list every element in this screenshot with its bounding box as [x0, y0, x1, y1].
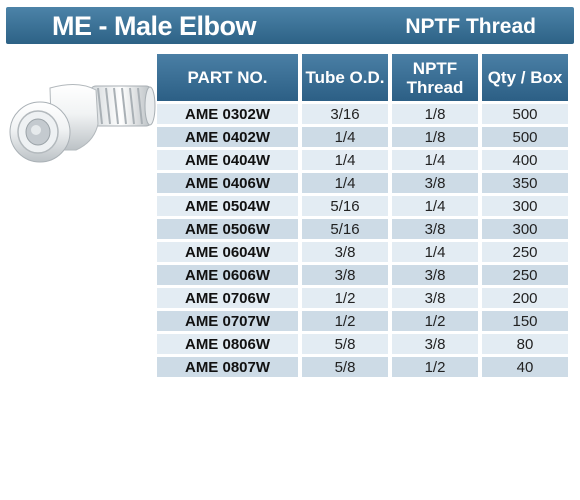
tube-od-cell: 1/2	[302, 288, 388, 308]
thread-cell: 3/8	[392, 219, 478, 239]
qty-cell: 250	[482, 265, 568, 285]
thread-cell: 1/4	[392, 150, 478, 170]
thread-cell: 3/8	[392, 334, 478, 354]
qty-cell: 400	[482, 150, 568, 170]
table-row: AME 0302W 3/16 1/8 500	[157, 104, 568, 124]
table-row: AME 0807W 5/8 1/2 40	[157, 357, 568, 377]
table-row: AME 0706W 1/2 3/8 200	[157, 288, 568, 308]
tube-od-cell: 5/8	[302, 357, 388, 377]
table-row: AME 0404W 1/4 1/4 400	[157, 150, 568, 170]
table-header-row: PART NO. Tube O.D. NPTF Thread Qty / Box	[157, 54, 568, 101]
qty-cell: 200	[482, 288, 568, 308]
header-part-no: PART NO.	[157, 54, 298, 101]
thread-cell: 3/8	[392, 288, 478, 308]
thread-cell: 3/8	[392, 265, 478, 285]
page-title: ME - Male Elbow	[52, 11, 257, 41]
thread-cell: 1/8	[392, 104, 478, 124]
tube-od-cell: 3/16	[302, 104, 388, 124]
tube-od-cell: 3/8	[302, 265, 388, 285]
part-no-cell: AME 0706W	[157, 288, 298, 308]
tube-od-cell: 5/16	[302, 219, 388, 239]
part-no-cell: AME 0806W	[157, 334, 298, 354]
part-no-cell: AME 0506W	[157, 219, 298, 239]
part-no-cell: AME 0604W	[157, 242, 298, 262]
table-row: AME 0406W 1/4 3/8 350	[157, 173, 568, 193]
table-row: AME 0806W 5/8 3/8 80	[157, 334, 568, 354]
table-row: AME 0402W 1/4 1/8 500	[157, 127, 568, 147]
male-elbow-fitting-image	[6, 76, 156, 176]
tube-od-cell: 1/4	[302, 150, 388, 170]
part-no-cell: AME 0807W	[157, 357, 298, 377]
tube-od-cell: 5/8	[302, 334, 388, 354]
qty-cell: 40	[482, 357, 568, 377]
header-nptf-thread: NPTF Thread	[392, 54, 478, 101]
table-row: AME 0707W 1/2 1/2 150	[157, 311, 568, 331]
part-no-cell: AME 0504W	[157, 196, 298, 216]
qty-cell: 250	[482, 242, 568, 262]
qty-cell: 300	[482, 196, 568, 216]
parts-table: PART NO. Tube O.D. NPTF Thread Qty / Box…	[153, 51, 572, 380]
part-no-cell: AME 0404W	[157, 150, 298, 170]
table-row: AME 0604W 3/8 1/4 250	[157, 242, 568, 262]
thread-cell: 1/4	[392, 242, 478, 262]
title-bar: ME - Male Elbow NPTF Thread	[6, 7, 574, 44]
qty-cell: 150	[482, 311, 568, 331]
header-tube-od: Tube O.D.	[302, 54, 388, 101]
header-qty-box: Qty / Box	[482, 54, 568, 101]
part-no-cell: AME 0606W	[157, 265, 298, 285]
thread-cell: 1/4	[392, 196, 478, 216]
tube-od-cell: 1/4	[302, 127, 388, 147]
qty-cell: 350	[482, 173, 568, 193]
table-row: AME 0606W 3/8 3/8 250	[157, 265, 568, 285]
thread-cell: 1/2	[392, 357, 478, 377]
part-no-cell: AME 0707W	[157, 311, 298, 331]
qty-cell: 500	[482, 127, 568, 147]
thread-cell: 1/8	[392, 127, 478, 147]
part-no-cell: AME 0302W	[157, 104, 298, 124]
tube-od-cell: 1/2	[302, 311, 388, 331]
table-row: AME 0504W 5/16 1/4 300	[157, 196, 568, 216]
thread-type-subtitle: NPTF Thread	[405, 15, 536, 38]
part-no-cell: AME 0402W	[157, 127, 298, 147]
tube-od-cell: 3/8	[302, 242, 388, 262]
table-row: AME 0506W 5/16 3/8 300	[157, 219, 568, 239]
tube-od-cell: 1/4	[302, 173, 388, 193]
qty-cell: 500	[482, 104, 568, 124]
tube-od-cell: 5/16	[302, 196, 388, 216]
part-no-cell: AME 0406W	[157, 173, 298, 193]
qty-cell: 300	[482, 219, 568, 239]
thread-cell: 3/8	[392, 173, 478, 193]
qty-cell: 80	[482, 334, 568, 354]
thread-cell: 1/2	[392, 311, 478, 331]
